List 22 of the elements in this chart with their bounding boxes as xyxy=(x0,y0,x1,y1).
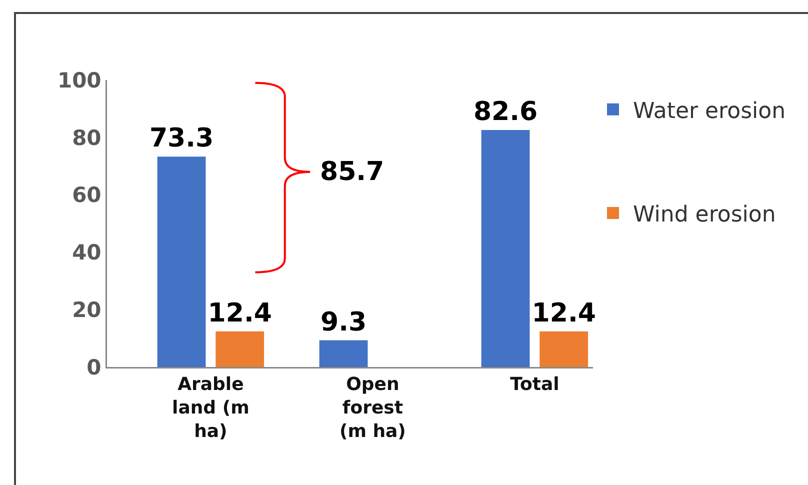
legend-label: Water erosion xyxy=(633,98,786,124)
y-tick-label: 60 xyxy=(72,183,102,208)
data-label: 82.6 xyxy=(473,96,538,127)
bar xyxy=(157,156,206,367)
bar xyxy=(540,331,588,367)
data-label: 9.3 xyxy=(320,307,367,338)
data-label: 12.4 xyxy=(532,298,596,328)
bar xyxy=(481,130,530,367)
x-tick-label: Arable land (m ha) xyxy=(172,374,250,442)
x-tick-label: Open forest (m ha) xyxy=(339,374,406,442)
legend-label: Wind erosion xyxy=(633,202,776,228)
x-tick-label: Total xyxy=(510,374,560,396)
y-tick-label: 80 xyxy=(72,126,102,150)
data-label: 12.4 xyxy=(208,298,272,328)
y-tick-label: 20 xyxy=(72,298,102,322)
bar xyxy=(319,340,368,367)
bar xyxy=(216,331,264,367)
data-label: 73.3 xyxy=(149,124,214,154)
annotation: 85.7 xyxy=(320,157,384,187)
y-tick-label: 100 xyxy=(57,68,102,92)
y-tick-label: 0 xyxy=(86,355,102,380)
y-tick-label: 40 xyxy=(72,240,102,265)
